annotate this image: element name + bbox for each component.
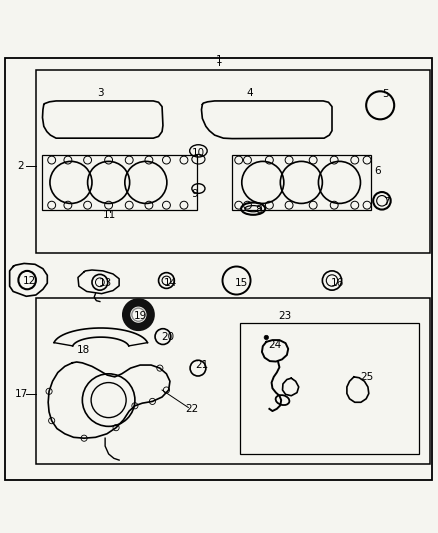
Text: 4: 4 bbox=[246, 88, 253, 99]
Text: 25: 25 bbox=[360, 372, 374, 382]
Circle shape bbox=[132, 308, 145, 321]
Text: 3: 3 bbox=[97, 88, 104, 99]
Bar bbox=[42, 155, 197, 211]
Text: 16: 16 bbox=[331, 278, 344, 288]
Text: 21: 21 bbox=[195, 360, 208, 370]
Circle shape bbox=[264, 335, 268, 340]
Bar bbox=[240, 322, 419, 454]
Text: 11: 11 bbox=[103, 210, 116, 220]
Text: 7: 7 bbox=[383, 197, 390, 207]
Text: 15: 15 bbox=[235, 278, 248, 288]
Bar bbox=[36, 298, 430, 464]
Text: 10: 10 bbox=[192, 148, 205, 158]
Text: 13: 13 bbox=[99, 278, 112, 288]
Text: 14: 14 bbox=[163, 278, 177, 288]
Text: 23: 23 bbox=[278, 311, 291, 320]
Text: 22: 22 bbox=[185, 404, 198, 414]
Text: 2: 2 bbox=[18, 161, 25, 171]
Text: 24: 24 bbox=[268, 341, 282, 350]
Text: 19: 19 bbox=[134, 311, 147, 320]
Bar bbox=[232, 155, 371, 211]
Text: 12: 12 bbox=[23, 276, 36, 286]
Text: 5: 5 bbox=[382, 90, 389, 99]
Text: 20: 20 bbox=[161, 333, 174, 343]
Text: 6: 6 bbox=[374, 166, 381, 176]
Text: 17: 17 bbox=[14, 389, 28, 399]
Text: 1: 1 bbox=[215, 55, 223, 65]
Text: 8: 8 bbox=[255, 205, 262, 215]
Text: 18: 18 bbox=[77, 345, 90, 355]
Text: 9: 9 bbox=[191, 189, 198, 199]
Bar bbox=[36, 70, 430, 253]
